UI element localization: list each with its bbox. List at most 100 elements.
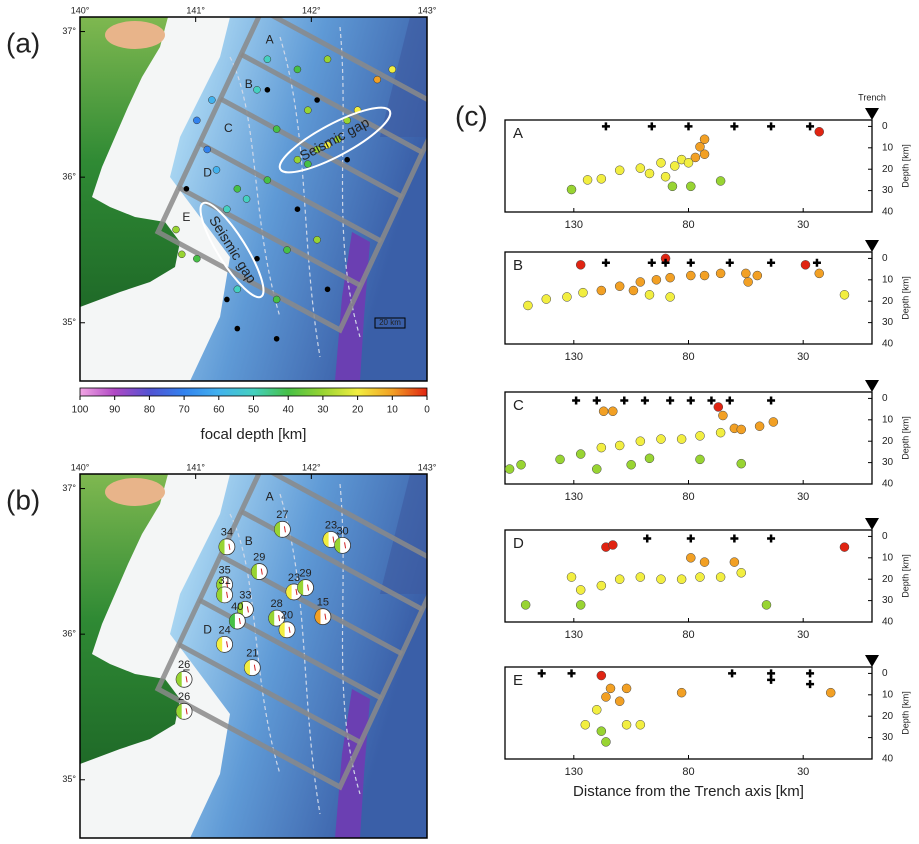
profile-label: A	[266, 489, 274, 503]
page: {"chart_data": [ {"type": "map", "panel_…	[0, 0, 919, 844]
mechanism-label: 40	[231, 601, 243, 613]
y-tick-label: 0	[882, 668, 888, 679]
section-frame	[505, 530, 872, 622]
profile-label: A	[266, 32, 274, 46]
y-tick-label: 20	[882, 436, 894, 447]
event	[801, 260, 810, 269]
mechanism-label: 23	[288, 572, 300, 584]
x-tick-label: 80	[682, 351, 694, 363]
event	[636, 573, 645, 582]
event	[567, 185, 576, 194]
event	[592, 465, 601, 474]
event	[273, 296, 280, 303]
y-tick-label: 10	[882, 274, 894, 285]
profile-label: E	[513, 672, 523, 689]
station	[235, 326, 241, 332]
event	[716, 573, 725, 582]
event	[686, 271, 695, 280]
x-tick-label: 143°	[418, 5, 437, 15]
event	[661, 172, 670, 181]
panel-label: (c)	[455, 100, 488, 131]
y-tick-label: 40	[882, 207, 894, 218]
event	[523, 301, 532, 310]
event	[716, 176, 725, 185]
event	[815, 269, 824, 278]
x-tick-label: 130	[565, 766, 583, 778]
event	[666, 292, 675, 301]
event	[562, 292, 571, 301]
event	[601, 692, 610, 701]
x-tick-label: 130	[565, 351, 583, 363]
y-tick-label: 37°	[62, 483, 76, 493]
panel-label: (b)	[6, 484, 40, 515]
y-axis-label: Depth [km]	[900, 416, 910, 460]
event	[737, 425, 746, 434]
panel-label: (a)	[6, 27, 40, 58]
x-tick-label: 130	[565, 219, 583, 231]
x-tick-label: 80	[682, 629, 694, 641]
event	[684, 158, 693, 167]
event	[815, 127, 824, 136]
y-tick-label: 40	[882, 754, 894, 765]
event	[615, 282, 624, 291]
event	[826, 688, 835, 697]
mechanism-label: 30	[336, 525, 348, 537]
trench-marker	[865, 380, 879, 392]
event	[264, 56, 271, 63]
event	[645, 290, 654, 299]
event	[677, 688, 686, 697]
event	[615, 697, 624, 706]
profile-label: C	[513, 397, 524, 414]
event	[737, 568, 746, 577]
mechanism-label: 26	[178, 659, 190, 671]
y-tick-label: 10	[882, 142, 894, 153]
event	[597, 581, 606, 590]
event	[615, 575, 624, 584]
event	[762, 600, 771, 609]
event	[597, 443, 606, 452]
event	[656, 575, 665, 584]
event	[716, 269, 725, 278]
event	[234, 286, 241, 293]
event	[597, 727, 606, 736]
event	[599, 407, 608, 416]
event	[741, 269, 750, 278]
colorbar-tick-label: 20	[352, 405, 364, 416]
event	[608, 407, 617, 416]
colorbar-tick-label: 60	[213, 405, 225, 416]
event	[601, 737, 610, 746]
event	[737, 459, 746, 468]
y-tick-label: 30	[882, 732, 894, 743]
x-tick-label: 142°	[302, 462, 321, 472]
event	[636, 720, 645, 729]
y-axis-label: Depth [km]	[900, 554, 910, 598]
section-frame	[505, 667, 872, 759]
colorbar-tick-label: 10	[387, 405, 399, 416]
y-tick-label: 0	[882, 531, 888, 542]
y-tick-label: 0	[882, 253, 888, 264]
y-tick-label: 10	[882, 552, 894, 563]
event	[670, 162, 679, 171]
trench-marker	[865, 108, 879, 120]
event	[583, 175, 592, 184]
station	[184, 186, 190, 192]
event	[576, 600, 585, 609]
y-tick-label: 35°	[62, 774, 76, 784]
station	[314, 97, 320, 103]
event	[264, 177, 271, 184]
y-tick-label: 20	[882, 164, 894, 175]
y-tick-label: 40	[882, 617, 894, 628]
mechanism-label: 15	[317, 597, 329, 609]
event	[636, 437, 645, 446]
mechanism-label: 20	[281, 610, 293, 622]
event	[374, 76, 381, 83]
colorbar	[80, 388, 427, 396]
colorbar-tick-label: 90	[109, 405, 121, 416]
mechanism-label: 31	[218, 575, 230, 587]
y-axis-label: Depth [km]	[900, 276, 910, 320]
x-tick-label: 30	[797, 491, 809, 503]
event	[556, 455, 565, 464]
scale-label: 20 km	[379, 318, 401, 327]
colorbar-tick-label: 70	[179, 405, 191, 416]
x-tick-label: 80	[682, 766, 694, 778]
